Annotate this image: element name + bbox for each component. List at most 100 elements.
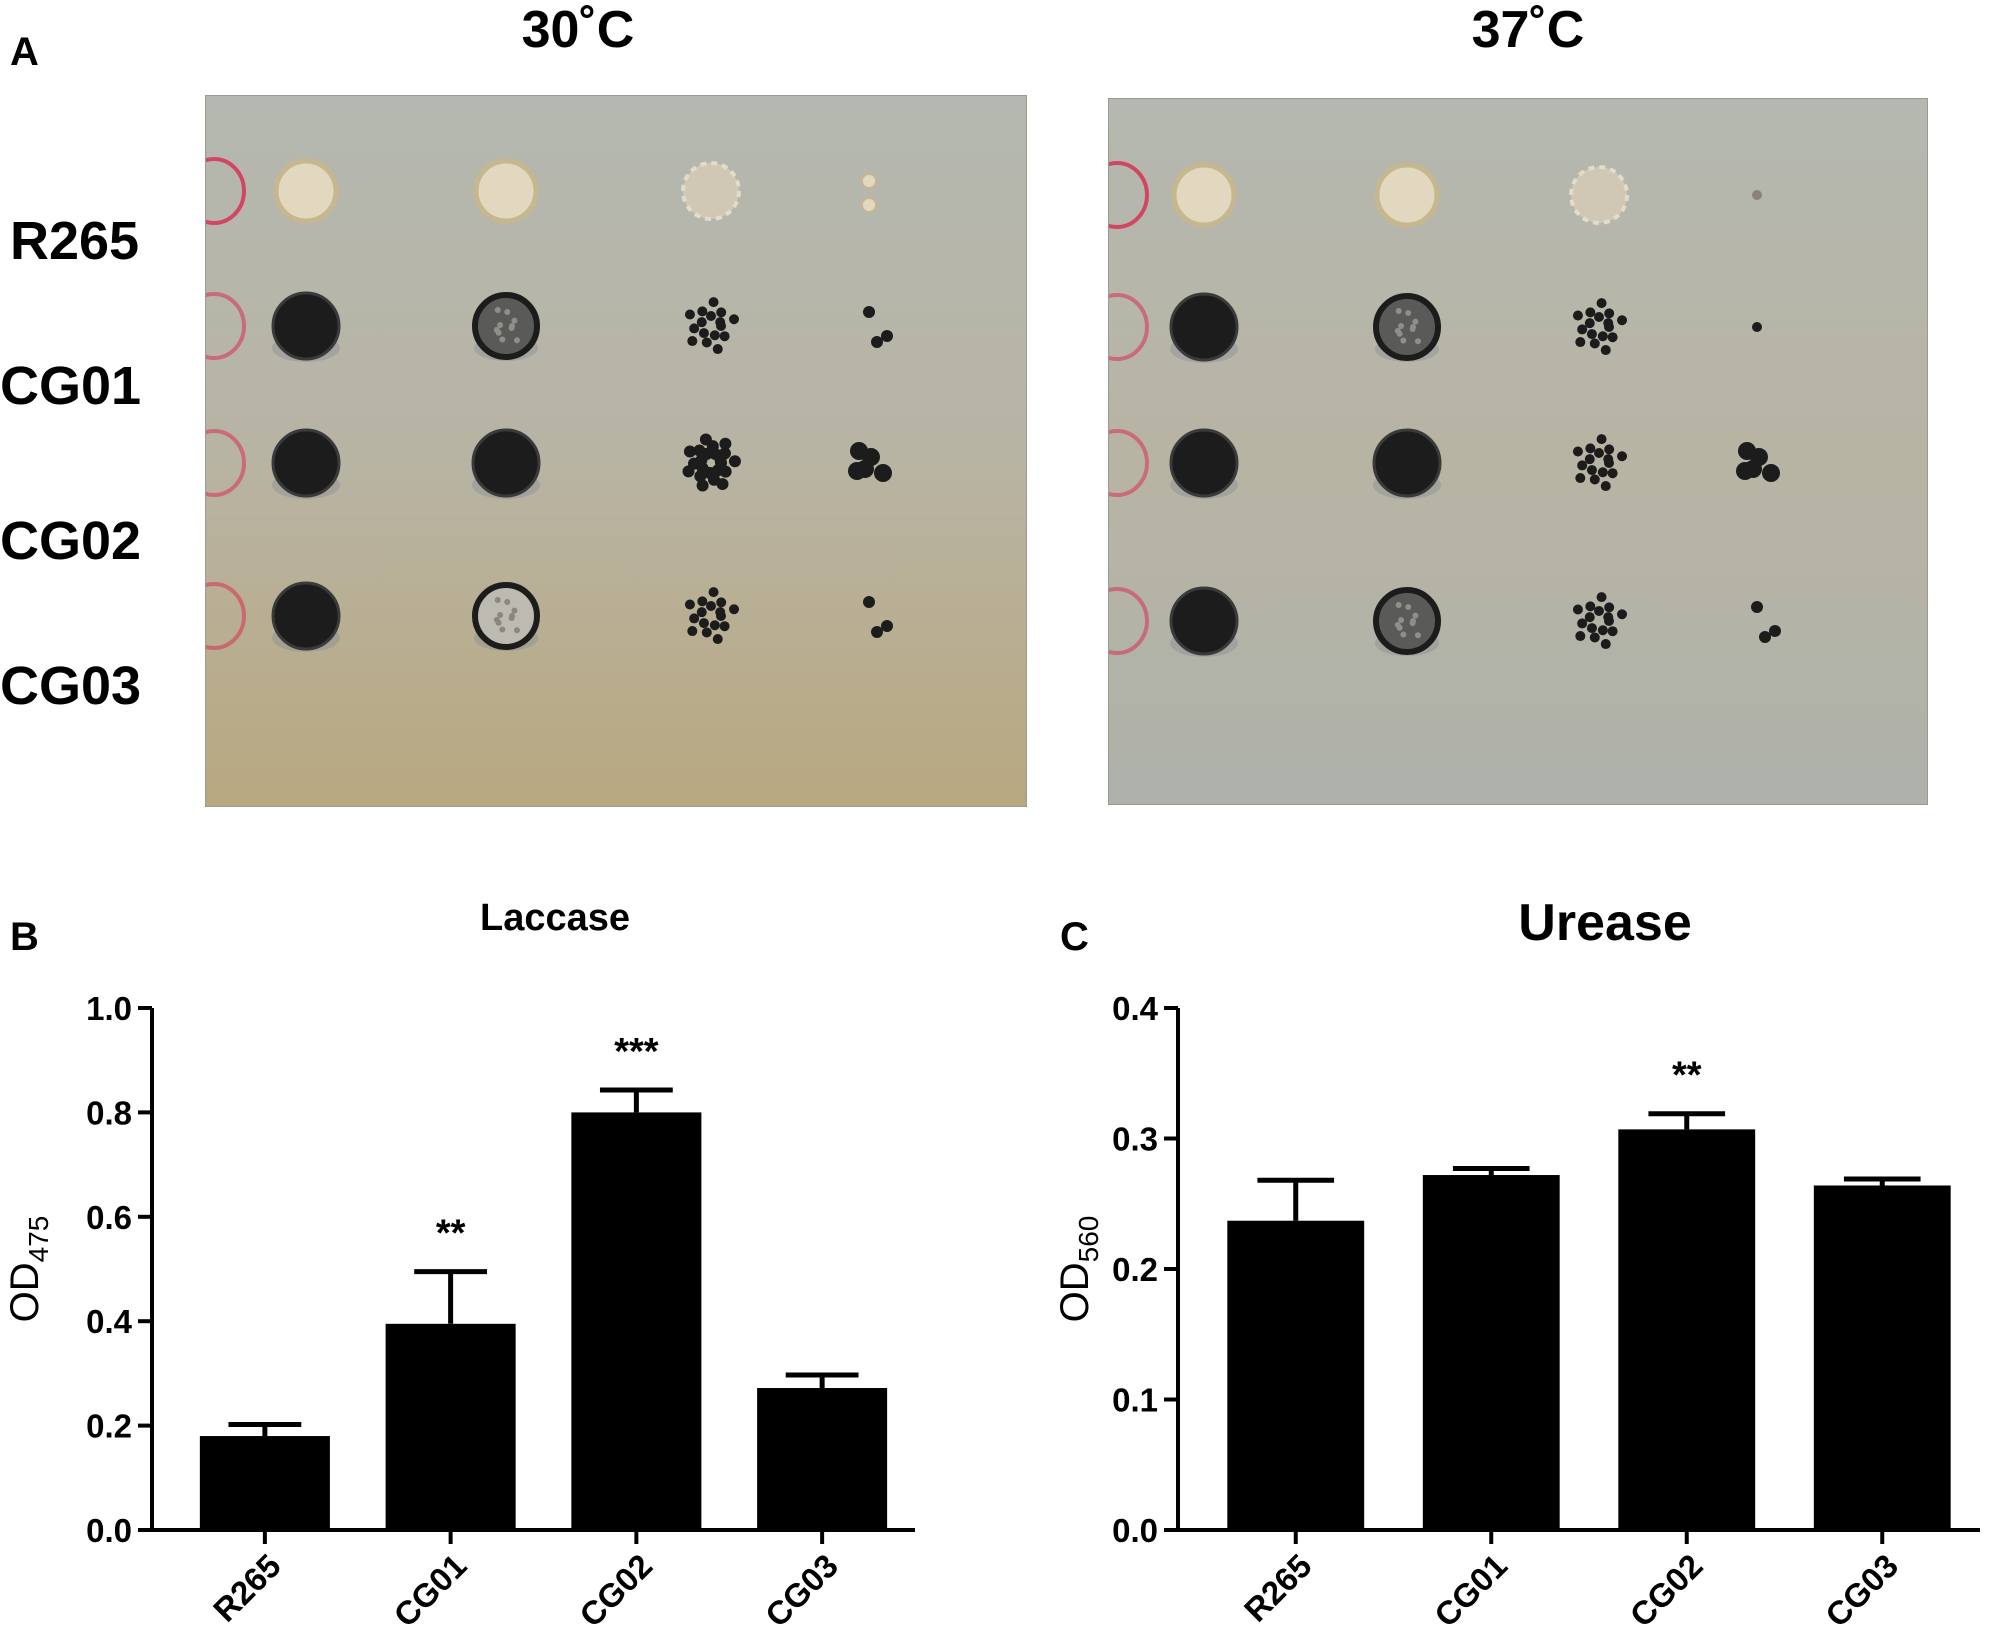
dark-colony — [1169, 586, 1239, 656]
speckle — [1398, 616, 1405, 623]
small-colony — [1594, 312, 1604, 322]
small-colony — [1577, 324, 1588, 335]
colony-spot-few-colonies — [1751, 601, 1781, 643]
plate-edge-marker — [206, 292, 246, 360]
colony-spot-colonies-dense — [682, 433, 741, 492]
y-tick-label: 0.0 — [1112, 1512, 1158, 1549]
y-axis-label-main: OD — [3, 1262, 47, 1322]
panel-b-label: B — [10, 915, 39, 959]
dark-colony — [1169, 292, 1239, 362]
dark-colony — [471, 428, 541, 498]
small-colony — [684, 599, 695, 610]
plate-30c-photo — [205, 95, 1027, 807]
small-colony — [1604, 602, 1615, 613]
colony-spot-grey-speckled — [472, 582, 540, 651]
laccase-chart: Laccase OD475 0.0 0.2 0.4 0.6 0.8 1.0 R265 CG01 **… — [3, 897, 915, 1634]
small-colony — [1586, 329, 1597, 340]
chart-title: Laccase — [480, 897, 630, 939]
small-colony — [716, 597, 727, 608]
dark-colony — [271, 428, 341, 498]
small-colony — [1597, 467, 1608, 478]
speckle — [493, 326, 500, 333]
y-tick-label: 0.8 — [86, 1094, 132, 1131]
plate-edge-marker — [206, 429, 246, 497]
small-colony — [1604, 444, 1615, 455]
bar-cg03 — [757, 1388, 888, 1530]
colony-spot-dark-speckled — [1373, 293, 1441, 362]
colony-spot-few-colonies-big — [1736, 442, 1780, 482]
speckle — [1414, 338, 1421, 345]
small-colony — [1584, 612, 1595, 623]
y-tick-label: 0.4 — [86, 1303, 133, 1340]
colony-spot-pale-ring — [473, 158, 539, 224]
dark-colony — [271, 291, 341, 361]
plate-30c-drawing — [206, 96, 1026, 806]
strain-label-cg02: CG02 — [0, 511, 142, 571]
y-axis-label: OD560 — [1053, 1216, 1104, 1323]
colony-spot-dark-speckled — [1373, 587, 1441, 656]
small-colony — [689, 323, 700, 334]
small-colony — [1585, 443, 1596, 454]
speckle — [1395, 602, 1402, 609]
speckle — [511, 607, 518, 614]
speckle — [1394, 327, 1401, 334]
small-colony — [1604, 308, 1615, 319]
panel-a-label: A — [10, 30, 39, 74]
small-colony — [1597, 331, 1608, 342]
y-tick-label: 1.0 — [86, 990, 132, 1027]
small-colony — [712, 634, 723, 645]
x-tick-label: CG03 — [1818, 1547, 1905, 1634]
small-colony — [1596, 592, 1607, 603]
colony-spot-pale-pair — [861, 173, 877, 213]
speckle — [513, 337, 520, 344]
plate-30c-title: 30˚C — [521, 1, 635, 59]
plate-background — [1109, 99, 1927, 804]
small-colony — [719, 621, 730, 632]
urease-chart: Urease OD560 0.0 0.1 0.2 0.3 0.4 R265 CG01 CG02 **… — [1053, 894, 1980, 1634]
plate-edge-marker — [206, 582, 246, 650]
isolated-colony — [1759, 631, 1771, 643]
speckle — [504, 599, 511, 606]
colony-spot-dark-solid — [271, 428, 341, 499]
colony-spot-dark-solid — [271, 581, 341, 652]
small-colony — [1586, 623, 1597, 634]
y-tick-label: 0.6 — [86, 1199, 132, 1236]
isolated-colony — [1762, 464, 1780, 482]
pale-colony — [473, 158, 539, 224]
x-tick-label: CG01 — [386, 1547, 473, 1634]
significance-marker: ** — [436, 1213, 466, 1255]
pale-colony — [1374, 162, 1440, 228]
pale-colony-dot — [861, 197, 877, 213]
pale-colony-dot — [861, 173, 877, 189]
small-colony — [1586, 465, 1597, 476]
small-colony — [708, 297, 719, 308]
significance-marker: *** — [614, 1031, 659, 1073]
small-colony — [709, 620, 720, 631]
plate-edge-marker — [1109, 293, 1149, 361]
isolated-colony — [1751, 601, 1763, 613]
speckle — [1395, 308, 1402, 315]
small-colony — [1585, 307, 1596, 318]
small-colony — [1617, 451, 1628, 462]
y-tick-label: 0.2 — [86, 1408, 132, 1445]
speckle — [499, 626, 506, 633]
plate-37c-title: 37˚C — [1471, 1, 1585, 59]
y-axis-label-subscript: 475 — [23, 1216, 54, 1263]
speckle — [1405, 310, 1412, 317]
bar-cg03 — [1813, 1185, 1951, 1530]
speckle — [1400, 337, 1407, 344]
small-colony — [689, 613, 700, 624]
small-colony — [716, 307, 727, 318]
small-colony — [1600, 481, 1611, 492]
plate-background — [206, 96, 1026, 806]
small-colony — [1594, 606, 1604, 616]
isolated-colony — [1769, 625, 1781, 637]
bar-cg02 — [571, 1112, 702, 1530]
isolated-colony — [1736, 462, 1754, 480]
y-axis-label: OD475 — [3, 1216, 54, 1323]
speckle — [508, 325, 515, 332]
small-colony — [687, 626, 698, 637]
speckle — [511, 317, 518, 324]
small-colony — [709, 330, 720, 341]
isolated-colony — [848, 462, 866, 480]
